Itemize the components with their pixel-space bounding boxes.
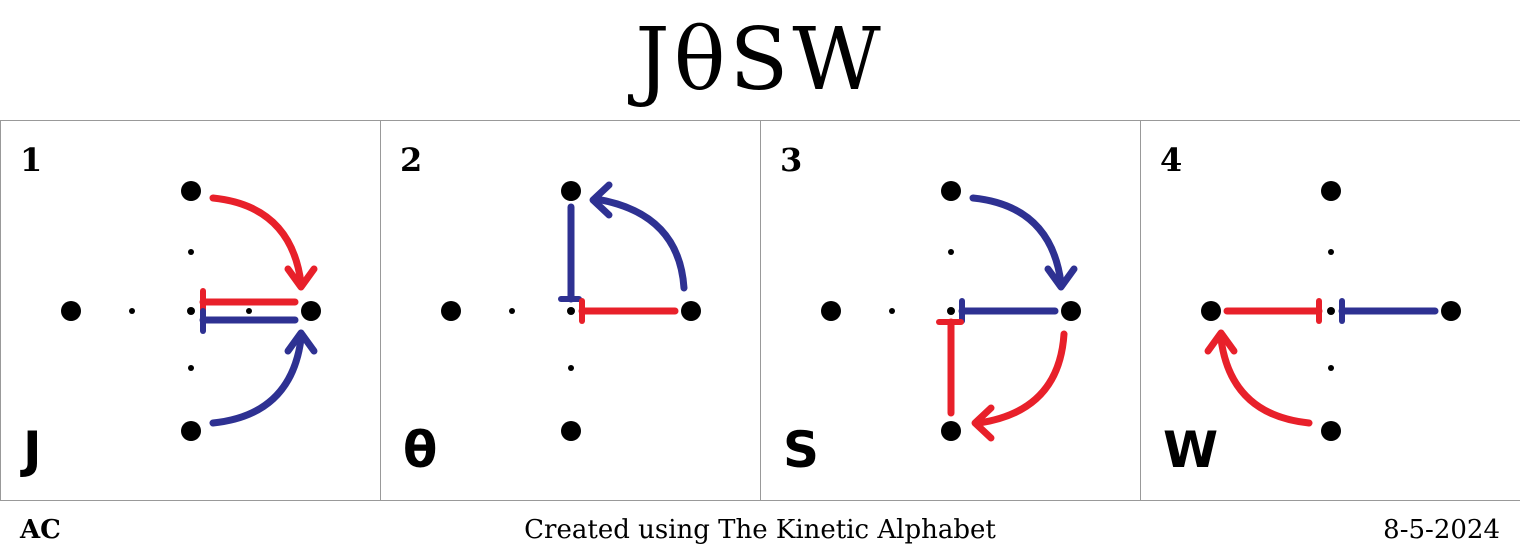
panel-letter: J — [23, 421, 42, 479]
node-right — [301, 301, 321, 321]
node-right — [681, 301, 701, 321]
minor-dot — [568, 365, 574, 371]
glyph-diagram-2 — [441, 181, 701, 441]
red-arc — [209, 194, 305, 287]
page-title: JθSW — [635, 10, 885, 110]
footer-author: AC — [20, 515, 61, 545]
panel-3: 3 S — [760, 120, 1141, 501]
node-right — [1061, 301, 1081, 321]
footer-date: 8-5-2024 — [1383, 515, 1500, 545]
node-left — [1201, 301, 1221, 321]
minor-dot — [188, 365, 194, 371]
panel-row: 1 J 2 θ — [0, 120, 1520, 501]
blue-arc — [969, 194, 1065, 287]
red-arc — [975, 330, 1068, 427]
footer-credit: Created using The Kinetic Alphabet — [524, 515, 996, 545]
minor-dot — [889, 308, 895, 314]
glyph-diagram-1 — [61, 181, 321, 441]
node-bottom — [1321, 421, 1341, 441]
node-right — [1441, 301, 1461, 321]
node-top — [1321, 181, 1341, 201]
center-dot — [567, 307, 575, 315]
panel-letter: θ — [403, 421, 438, 479]
panel-number: 1 — [20, 141, 43, 179]
minor-dot — [188, 249, 194, 255]
blue-arrowhead — [589, 181, 613, 219]
panel-4: 4 W — [1140, 120, 1520, 501]
red-arrowhead — [284, 265, 318, 291]
panel-letter: S — [783, 421, 820, 479]
minor-dot — [948, 249, 954, 255]
center-dot — [187, 307, 195, 315]
red-arrowhead — [1204, 329, 1238, 355]
node-top — [941, 181, 961, 201]
node-top — [561, 181, 581, 201]
panel-letter: W — [1163, 421, 1219, 479]
minor-dot — [246, 308, 252, 314]
center-dot — [1327, 307, 1335, 315]
red-arrowhead — [971, 404, 995, 442]
red-arc — [1217, 335, 1313, 427]
node-left — [441, 301, 461, 321]
node-top — [181, 181, 201, 201]
node-left — [61, 301, 81, 321]
node-left — [821, 301, 841, 321]
node-bottom — [561, 421, 581, 441]
blue-arrowhead — [284, 329, 318, 355]
footer: AC Created using The Kinetic Alphabet 8-… — [0, 505, 1520, 557]
blue-arrowhead — [1044, 265, 1078, 291]
panel-1: 1 J — [0, 120, 381, 501]
panel-number: 2 — [400, 141, 423, 179]
center-dot — [947, 307, 955, 315]
minor-dot — [129, 308, 135, 314]
minor-dot — [1328, 249, 1334, 255]
minor-dot — [1328, 365, 1334, 371]
minor-dot — [509, 308, 515, 314]
panel-number: 4 — [1160, 141, 1183, 179]
panel-number: 3 — [780, 141, 803, 179]
node-bottom — [941, 421, 961, 441]
glyph-diagram-3 — [821, 181, 1081, 442]
glyph-diagram-4 — [1201, 181, 1461, 441]
blue-arc — [209, 335, 305, 427]
blue-arc — [592, 195, 688, 292]
panel-2: 2 θ — [380, 120, 761, 501]
node-bottom — [181, 421, 201, 441]
